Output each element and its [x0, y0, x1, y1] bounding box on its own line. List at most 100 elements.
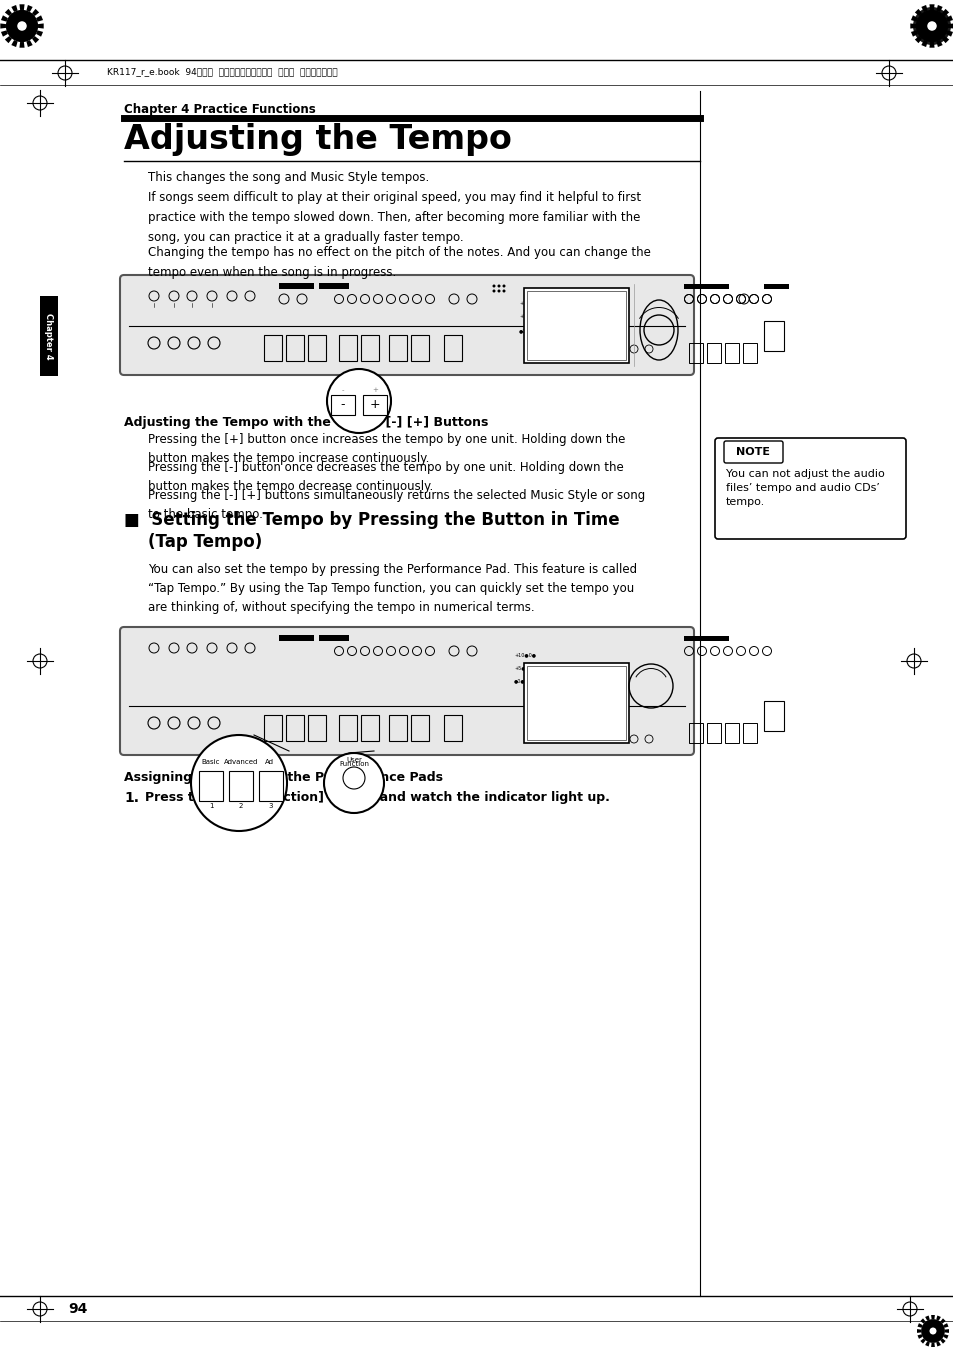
Circle shape: [497, 285, 500, 288]
Polygon shape: [943, 1335, 947, 1339]
Circle shape: [921, 1319, 943, 1343]
Circle shape: [6, 9, 38, 42]
Bar: [742, 723, 757, 743]
Bar: [360, 335, 378, 361]
Circle shape: [191, 735, 287, 831]
Polygon shape: [940, 1319, 944, 1324]
Circle shape: [915, 9, 947, 42]
Polygon shape: [928, 4, 934, 9]
Polygon shape: [19, 4, 25, 9]
Polygon shape: [941, 36, 948, 43]
Text: -: -: [341, 386, 344, 393]
Bar: [742, 343, 757, 363]
Bar: [331, 394, 355, 415]
Bar: [523, 663, 628, 743]
Circle shape: [912, 7, 950, 45]
Text: Press the [User Function] button and watch the indicator light up.: Press the [User Function] button and wat…: [145, 790, 609, 804]
Bar: [199, 771, 223, 801]
Bar: [308, 335, 326, 361]
Polygon shape: [935, 1342, 940, 1347]
Text: Pressing the [-] button once decreases the tempo by one unit. Holding down the
b: Pressing the [-] button once decreases t…: [148, 461, 623, 493]
Polygon shape: [27, 5, 32, 12]
Bar: [40, 296, 58, 376]
Polygon shape: [930, 1343, 934, 1347]
Bar: [763, 284, 788, 289]
Polygon shape: [32, 9, 39, 16]
Bar: [264, 715, 282, 740]
Bar: [258, 771, 283, 801]
Polygon shape: [920, 1319, 924, 1324]
Bar: [411, 715, 429, 740]
Polygon shape: [910, 30, 917, 36]
Polygon shape: [910, 15, 917, 22]
Bar: [683, 636, 728, 640]
Text: ■  Setting the Tempo by Pressing the Button in Time: ■ Setting the Tempo by Pressing the Butt…: [124, 511, 619, 530]
Circle shape: [923, 18, 939, 34]
Bar: [763, 701, 783, 731]
Polygon shape: [11, 41, 17, 47]
Polygon shape: [920, 1339, 924, 1344]
Text: +5●0●: +5●0●: [518, 313, 537, 319]
Text: 1.: 1.: [124, 790, 139, 805]
Polygon shape: [943, 1323, 947, 1328]
Text: You can not adjust the audio
files’ tempo and audio CDs’
tempo.: You can not adjust the audio files’ temp…: [725, 469, 883, 507]
Bar: [443, 715, 461, 740]
Circle shape: [928, 1328, 936, 1335]
Text: -: -: [340, 399, 345, 412]
Text: ●0●: ●0●: [514, 678, 525, 684]
Polygon shape: [1, 30, 8, 36]
Circle shape: [502, 289, 505, 293]
Text: Ad: Ad: [264, 759, 274, 765]
Bar: [389, 335, 407, 361]
Text: +10●0●: +10●0●: [518, 300, 540, 305]
Bar: [688, 723, 702, 743]
Text: Basic: Basic: [201, 759, 220, 765]
Bar: [526, 666, 625, 740]
Circle shape: [502, 285, 505, 288]
Circle shape: [17, 22, 27, 31]
Bar: [526, 290, 625, 359]
FancyBboxPatch shape: [120, 276, 693, 376]
Bar: [443, 335, 461, 361]
Polygon shape: [909, 23, 915, 28]
Bar: [278, 635, 314, 640]
Polygon shape: [11, 5, 17, 12]
Circle shape: [926, 22, 936, 31]
Bar: [286, 715, 304, 740]
Polygon shape: [27, 41, 32, 47]
Bar: [338, 715, 356, 740]
Bar: [264, 335, 282, 361]
Text: Function: Function: [338, 761, 369, 767]
Text: 3: 3: [269, 802, 273, 809]
Bar: [706, 343, 720, 363]
Text: Changing the tempo has no effect on the pitch of the notes. And you can change t: Changing the tempo has no effect on the …: [148, 246, 650, 280]
Bar: [360, 715, 378, 740]
Text: Pressing the [+] button once increases the tempo by one unit. Holding down the
b: Pressing the [+] button once increases t…: [148, 434, 625, 465]
FancyBboxPatch shape: [120, 627, 693, 755]
Circle shape: [492, 285, 495, 288]
Polygon shape: [936, 41, 942, 47]
Circle shape: [324, 753, 384, 813]
Polygon shape: [921, 41, 926, 47]
Polygon shape: [930, 1315, 934, 1319]
Bar: [389, 715, 407, 740]
Bar: [308, 715, 326, 740]
Text: +5●0●: +5●0●: [514, 666, 533, 670]
Text: +: +: [370, 399, 380, 412]
Text: Pressing the [-] [+] buttons simultaneously returns the selected Music Style or : Pressing the [-] [+] buttons simultaneou…: [148, 489, 644, 521]
Text: If songs seem difficult to play at their original speed, you may find it helpful: If songs seem difficult to play at their…: [148, 190, 640, 245]
Bar: [318, 635, 349, 640]
Text: (Tap Tempo): (Tap Tempo): [148, 534, 262, 551]
Bar: [411, 335, 429, 361]
Text: User: User: [346, 757, 361, 763]
Polygon shape: [914, 36, 921, 43]
Text: 1: 1: [209, 802, 213, 809]
Polygon shape: [921, 5, 926, 12]
Text: +: +: [372, 386, 377, 393]
Polygon shape: [935, 1316, 940, 1321]
Polygon shape: [941, 9, 948, 16]
Text: Advanced: Advanced: [224, 759, 258, 765]
Bar: [683, 284, 728, 289]
Text: Chapter 4: Chapter 4: [45, 312, 53, 359]
Polygon shape: [917, 1323, 922, 1328]
